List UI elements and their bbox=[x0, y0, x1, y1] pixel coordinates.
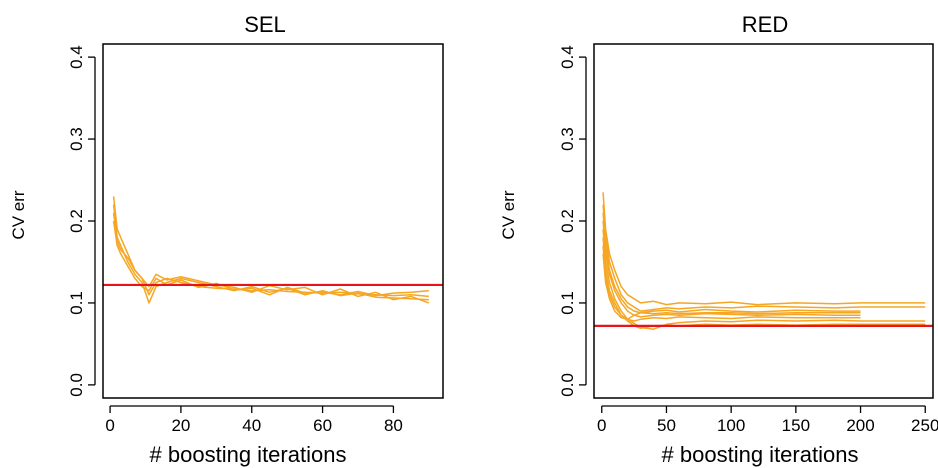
y-tick-label: 0.2 bbox=[558, 209, 577, 233]
plot-frame bbox=[102, 43, 444, 399]
x-tick-label: 60 bbox=[313, 416, 332, 435]
chart-title: RED bbox=[742, 12, 788, 37]
x-tick-label: 20 bbox=[171, 416, 190, 435]
x-axis-label: # boosting iterations bbox=[150, 442, 347, 467]
series-line bbox=[112, 220, 429, 297]
y-tick-label: 0.1 bbox=[67, 291, 86, 315]
x-tick-label: 250 bbox=[911, 416, 938, 435]
x-tick-label: 100 bbox=[717, 416, 745, 435]
x-tick-label: 0 bbox=[105, 416, 114, 435]
series-line bbox=[602, 229, 926, 330]
series-line bbox=[602, 245, 861, 322]
y-tick-label: 0.2 bbox=[67, 209, 86, 233]
x-tick-label: 0 bbox=[597, 416, 606, 435]
plot-frame bbox=[593, 43, 934, 399]
y-tick-label: 0.4 bbox=[67, 45, 86, 69]
y-tick-label: 0.3 bbox=[558, 127, 577, 151]
series-line bbox=[602, 253, 861, 321]
x-tick-label: 200 bbox=[846, 416, 874, 435]
y-axis-label: CV err bbox=[499, 190, 518, 239]
y-tick-label: 0.3 bbox=[67, 127, 86, 151]
panel-sel: SEL CV err # boosting iterations 0 20 40 60… bbox=[9, 12, 444, 467]
series-line bbox=[112, 204, 429, 304]
series-line bbox=[602, 220, 861, 318]
series-layer bbox=[602, 192, 926, 330]
y-axis-label: CV err bbox=[9, 190, 28, 239]
panel-red: RED CV err # boosting iterations 0 50 100 1… bbox=[499, 12, 938, 467]
x-tick-label: 80 bbox=[384, 416, 403, 435]
x-tick-label: 150 bbox=[782, 416, 810, 435]
chart-title: SEL bbox=[244, 12, 286, 37]
axes: 0 50 100 150 200 250 0.0 0.1 0.2 0.3 0.4 bbox=[558, 45, 938, 435]
series-line bbox=[602, 212, 861, 314]
x-tick-label: 40 bbox=[242, 416, 261, 435]
y-tick-label: 0.4 bbox=[558, 45, 577, 69]
x-tick-label: 50 bbox=[657, 416, 676, 435]
series-line bbox=[602, 192, 926, 306]
series-layer bbox=[112, 196, 430, 304]
y-tick-label: 0.1 bbox=[558, 291, 577, 315]
y-tick-label: 0.0 bbox=[67, 373, 86, 397]
x-axis-label: # boosting iterations bbox=[662, 442, 859, 467]
series-line bbox=[602, 204, 926, 312]
axes: 0 20 40 60 80 0.0 0.1 0.2 0.3 0.4 bbox=[67, 45, 403, 435]
y-tick-label: 0.0 bbox=[558, 373, 577, 397]
